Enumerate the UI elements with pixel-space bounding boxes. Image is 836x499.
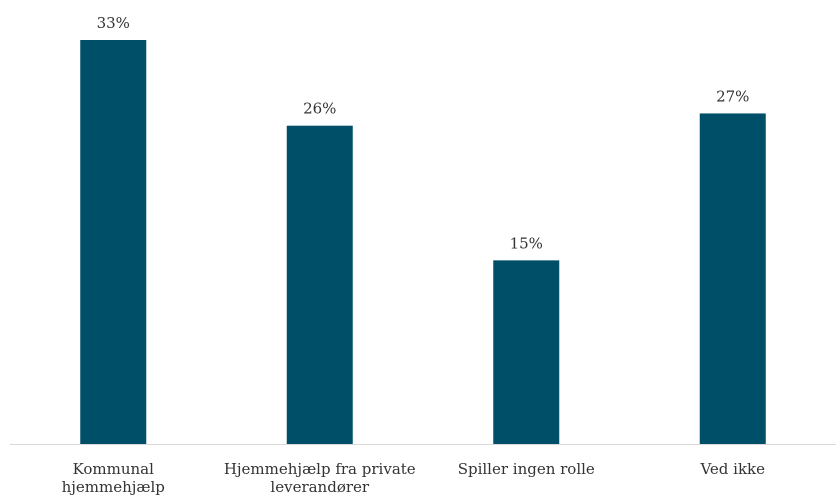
value-label-3: 15% bbox=[510, 234, 543, 252]
value-labels-group: 33% 26% 15% 27% bbox=[97, 14, 750, 252]
value-label-1: 33% bbox=[97, 14, 130, 32]
category-label-1: Kommunal hjemmehjælp bbox=[62, 460, 165, 496]
category-label-4: Ved ikke bbox=[699, 460, 765, 478]
category-label-2: Hjemmehjælp fra private leverandører bbox=[224, 460, 416, 496]
value-label-4: 27% bbox=[716, 87, 749, 105]
bars-group bbox=[80, 40, 766, 444]
category-label-3: Spiller ingen rolle bbox=[458, 460, 595, 478]
bar-4 bbox=[699, 113, 766, 444]
category-labels-group: Kommunal hjemmehjælp Hjemmehjælp fra priva… bbox=[62, 460, 766, 496]
bar-3 bbox=[493, 260, 560, 444]
value-label-2: 26% bbox=[303, 100, 336, 118]
bar-2 bbox=[286, 125, 353, 444]
bar-1 bbox=[80, 40, 147, 444]
